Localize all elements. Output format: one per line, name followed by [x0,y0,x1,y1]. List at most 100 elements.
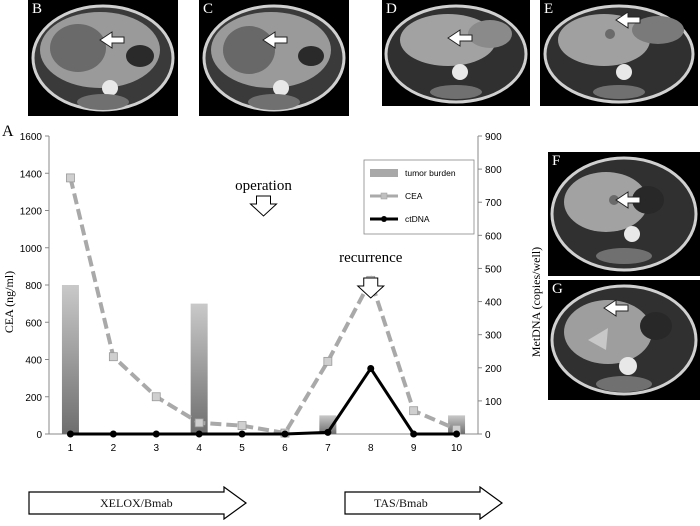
tumor-burden-bar [319,415,337,434]
y-tick-label: 0 [36,430,42,441]
tumor-burden-bar [190,303,208,434]
legend-marker-ctdna [381,216,387,222]
y-tick-labels: 0 200 400 600 800 1000 1200 1400 1600 [20,132,43,441]
down-arrow-icon [356,277,386,299]
y-tick-label: 1600 [20,132,43,143]
ctdna-point [367,364,375,372]
y2-tick-label: 800 [485,165,502,176]
legend-label: CEA [405,191,423,201]
ct-panel-e: E [540,0,698,106]
ctdna-point [66,430,74,438]
ctdna-point [453,430,461,438]
ct-scan-image [543,4,695,104]
ctdna-point [152,430,160,438]
x-tick-label: 1 [68,443,74,454]
down-arrow-icon [249,195,278,217]
cea-point [237,421,247,431]
ctdna-line [70,365,457,436]
cea-point [151,392,161,402]
y2-tick-label: 0 [485,430,491,441]
y-tick-label: 600 [25,318,42,329]
x-tick-label: 2 [111,443,117,454]
cea-point [66,173,75,183]
ct-panel-b: B [28,0,178,116]
arrow-left-icon [262,31,288,49]
x-tick-label: 3 [153,443,159,454]
ctdna-point [410,430,418,438]
tumor-burden-bar [61,285,79,434]
legend-marker-cea [380,192,388,200]
y2-tick-label: 400 [485,298,502,309]
ct-panel-d: D [382,0,530,106]
ct-panel-g: G [548,280,700,400]
ct-panel-f: F [548,152,700,276]
ct-scan-image [31,4,175,112]
chart-label: A [2,123,14,140]
y2-tick-labels: 0 100 200 300 400 500 600 700 800 900 [485,132,502,441]
cea-point [108,352,118,362]
panel-letter: B [32,1,43,17]
ctdna-series [66,364,461,438]
legend-swatch-bar [370,169,398,177]
ctdna-point [195,430,203,438]
ctdna-point [109,430,117,438]
ct-scan-image [202,4,346,112]
arrow-left-icon [447,29,473,47]
y-axis-label: CEA (ng/ml) [2,271,16,333]
x-tick-label: 9 [411,443,417,454]
therapy-label: XELOX/Bmab [100,496,173,510]
x-tick-label: 10 [451,443,463,454]
y2-tick-label: 500 [485,264,502,275]
tumor-burden-bars [61,285,466,434]
x-tick-label: 8 [368,443,374,454]
x-tick-label: 5 [239,443,245,454]
right-arrow-icon [344,485,504,521]
panel-letter: E [544,1,554,17]
ct-scan-image [550,156,698,272]
legend-label: ctDNA [405,214,430,224]
legend: tumor burden CEA ctDNA [363,159,475,235]
y2-tick-label: 200 [485,364,502,375]
y-tick-label: 1400 [20,169,43,180]
ct-panel-c: C [199,0,349,116]
arrow-left-icon [615,191,641,209]
x-tick-label: 4 [196,443,202,454]
panel-letter: F [552,153,561,169]
y2-tick-label: 300 [485,331,502,342]
therapy-label: TAS/Bmab [374,496,428,510]
arrow-left-icon [99,31,125,49]
y2-tick-label: 900 [485,132,502,143]
ctdna-point [238,430,246,438]
arrow-left-icon [603,299,629,317]
cea-point [194,418,204,428]
operation-annotation: operation [235,178,292,194]
legend-label: tumor burden [405,168,456,178]
therapy-arrow-xelox: XELOX/Bmab [28,485,248,521]
cea-point [409,406,419,416]
panel-letter: G [552,281,563,297]
y-tick-label: 800 [25,281,42,292]
y2-tick-label: 100 [485,397,502,408]
ct-scan-image [384,4,528,104]
arrow-left-icon [615,11,641,29]
ct-scan-image [550,284,698,396]
ctdna-point [281,430,289,438]
cea-point [323,356,333,366]
cea-line [68,177,458,436]
ctdna-point [324,428,332,436]
y2-tick-label: 700 [485,198,502,209]
panel-letter: C [203,1,214,17]
y-tick-label: 1000 [20,244,43,255]
x-tick-label: 6 [282,443,288,454]
recurrence-annotation: recurrence [339,250,403,266]
y-tick-label: 200 [25,393,42,404]
y2-axis-label: MetDNA (copies/well) [529,247,543,357]
right-arrow-icon [28,485,248,521]
y-tick-label: 1200 [20,207,43,218]
therapy-arrow-tas: TAS/Bmab [344,485,504,521]
x-tick-labels: 1 2 3 4 5 6 7 8 9 10 [68,443,463,454]
panel-letter: D [386,1,397,17]
y-tick-label: 400 [25,356,42,367]
y2-tick-label: 600 [485,231,502,242]
